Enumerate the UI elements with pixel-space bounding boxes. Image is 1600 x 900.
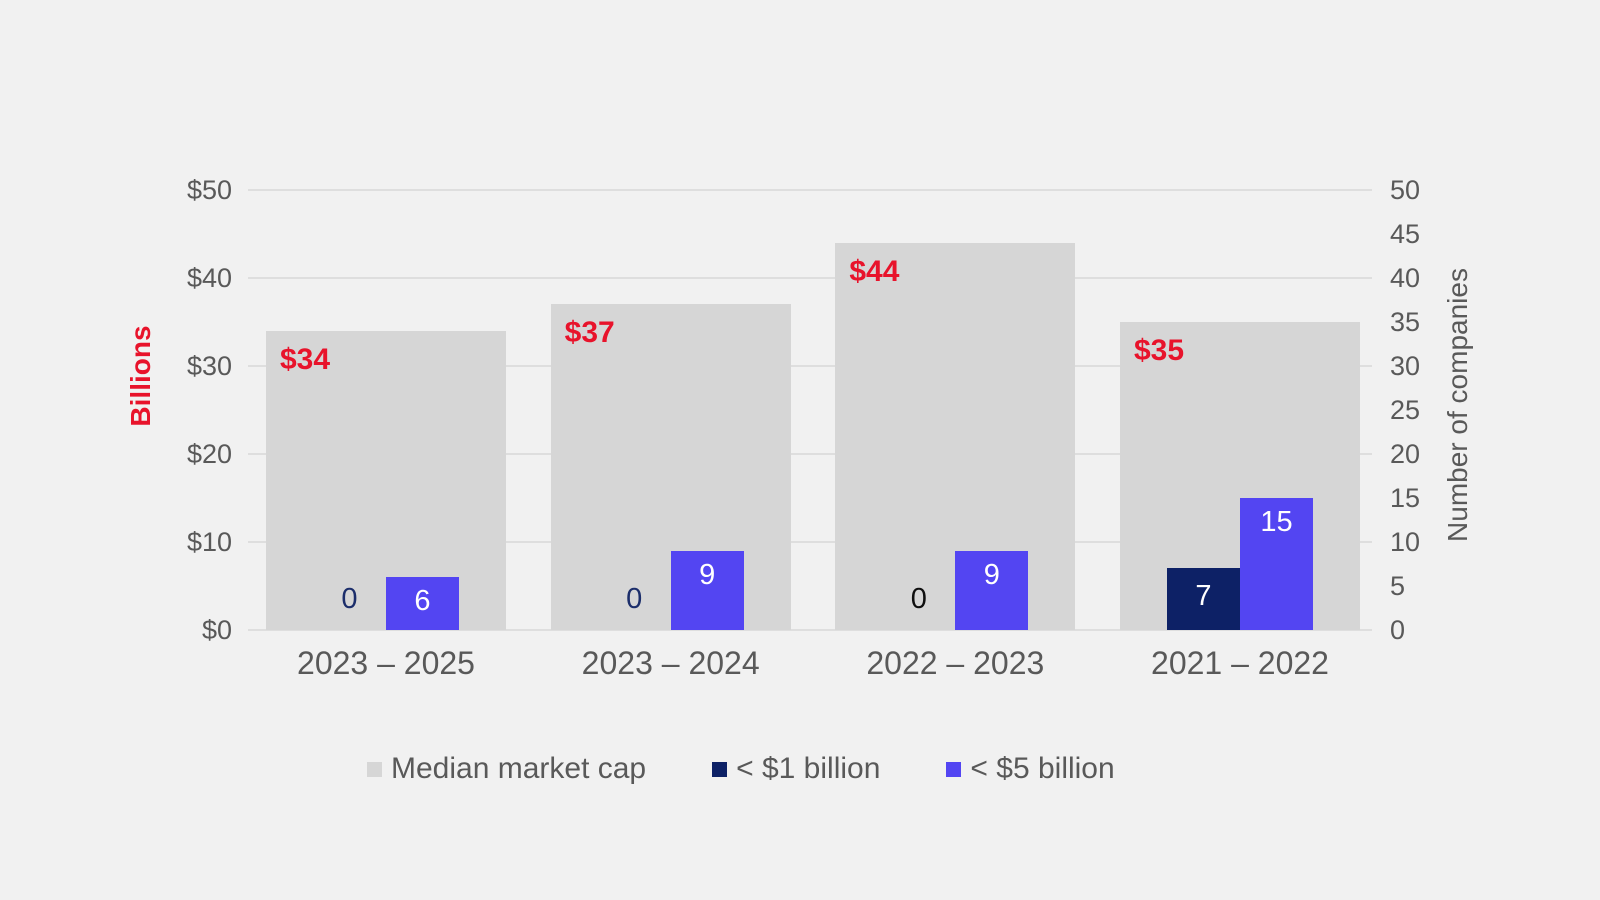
legend-item: < $1 billion xyxy=(712,752,880,786)
lt5-billion-value-label: 9 xyxy=(699,558,716,591)
right-axis-tick: 30 xyxy=(1390,351,1421,381)
category-label: 2022 – 2023 xyxy=(866,645,1045,681)
gridline xyxy=(248,189,1372,191)
right-axis-tick: 15 xyxy=(1390,483,1421,513)
gridline xyxy=(248,541,1372,543)
left-axis-tick: $0 xyxy=(201,615,232,645)
lt5-billion-value-label: 9 xyxy=(983,558,1000,591)
lt1-billion-value-label: 7 xyxy=(1195,580,1212,613)
right-axis-tick: 25 xyxy=(1390,395,1421,425)
lt5-billion-bar xyxy=(1240,498,1313,630)
gridline xyxy=(248,453,1372,455)
left-axis-tick: $50 xyxy=(186,175,232,205)
right-axis-tick: 35 xyxy=(1390,307,1421,337)
right-axis-tick: 0 xyxy=(1390,615,1406,645)
legend-marker-icon xyxy=(946,761,962,777)
category-label: 2023 – 2024 xyxy=(581,645,760,681)
lt1-billion-bar xyxy=(1167,568,1240,630)
legend-label: Median market cap xyxy=(391,752,647,785)
gridline xyxy=(248,629,1372,631)
median-value-label: $37 xyxy=(564,316,615,350)
median-value-label: $44 xyxy=(849,254,900,288)
legend-marker-icon xyxy=(712,761,728,777)
category-label: 2023 – 2025 xyxy=(297,645,475,681)
category-label: 2021 – 2022 xyxy=(1151,645,1329,681)
legend-marker-icon xyxy=(367,761,382,777)
left-axis-tick: $30 xyxy=(186,351,232,381)
right-axis-tick: 20 xyxy=(1390,439,1421,469)
left-axis-tick: $20 xyxy=(186,439,232,469)
left-axis-tick: $40 xyxy=(186,263,232,293)
lt1-billion-value-label: 0 xyxy=(910,583,927,615)
lt5-billion-bar xyxy=(386,577,459,630)
gridline xyxy=(248,365,1372,367)
lt5-billion-bar xyxy=(955,550,1029,630)
median-value-label: $35 xyxy=(1134,334,1185,367)
lt1-billion-value-label: 0 xyxy=(341,583,358,615)
legend: Median market cap < $1 billion < $5 billio… xyxy=(367,752,1115,786)
lt5-billion-value-label: 6 xyxy=(414,585,431,618)
legend-label: < $1 billion xyxy=(736,752,881,785)
right-axis-tick: 40 xyxy=(1390,263,1421,293)
left-axis-tick: $10 xyxy=(186,527,232,557)
right-axis-tick: 10 xyxy=(1390,527,1421,557)
gridline xyxy=(248,277,1372,279)
right-axis-tick: 50 xyxy=(1390,175,1421,205)
right-axis-tick: 45 xyxy=(1390,219,1421,249)
legend-item: Median market cap xyxy=(367,752,646,786)
right-axis-tick: 5 xyxy=(1390,571,1406,601)
legend-label: < $5 billion xyxy=(970,752,1115,785)
legend-item: < $5 billion xyxy=(946,752,1115,786)
lt5-billion-value-label: 15 xyxy=(1260,506,1293,538)
lt1-billion-value-label: 0 xyxy=(626,583,643,615)
lt5-billion-bar xyxy=(670,550,744,630)
median-value-label: $34 xyxy=(280,342,331,376)
